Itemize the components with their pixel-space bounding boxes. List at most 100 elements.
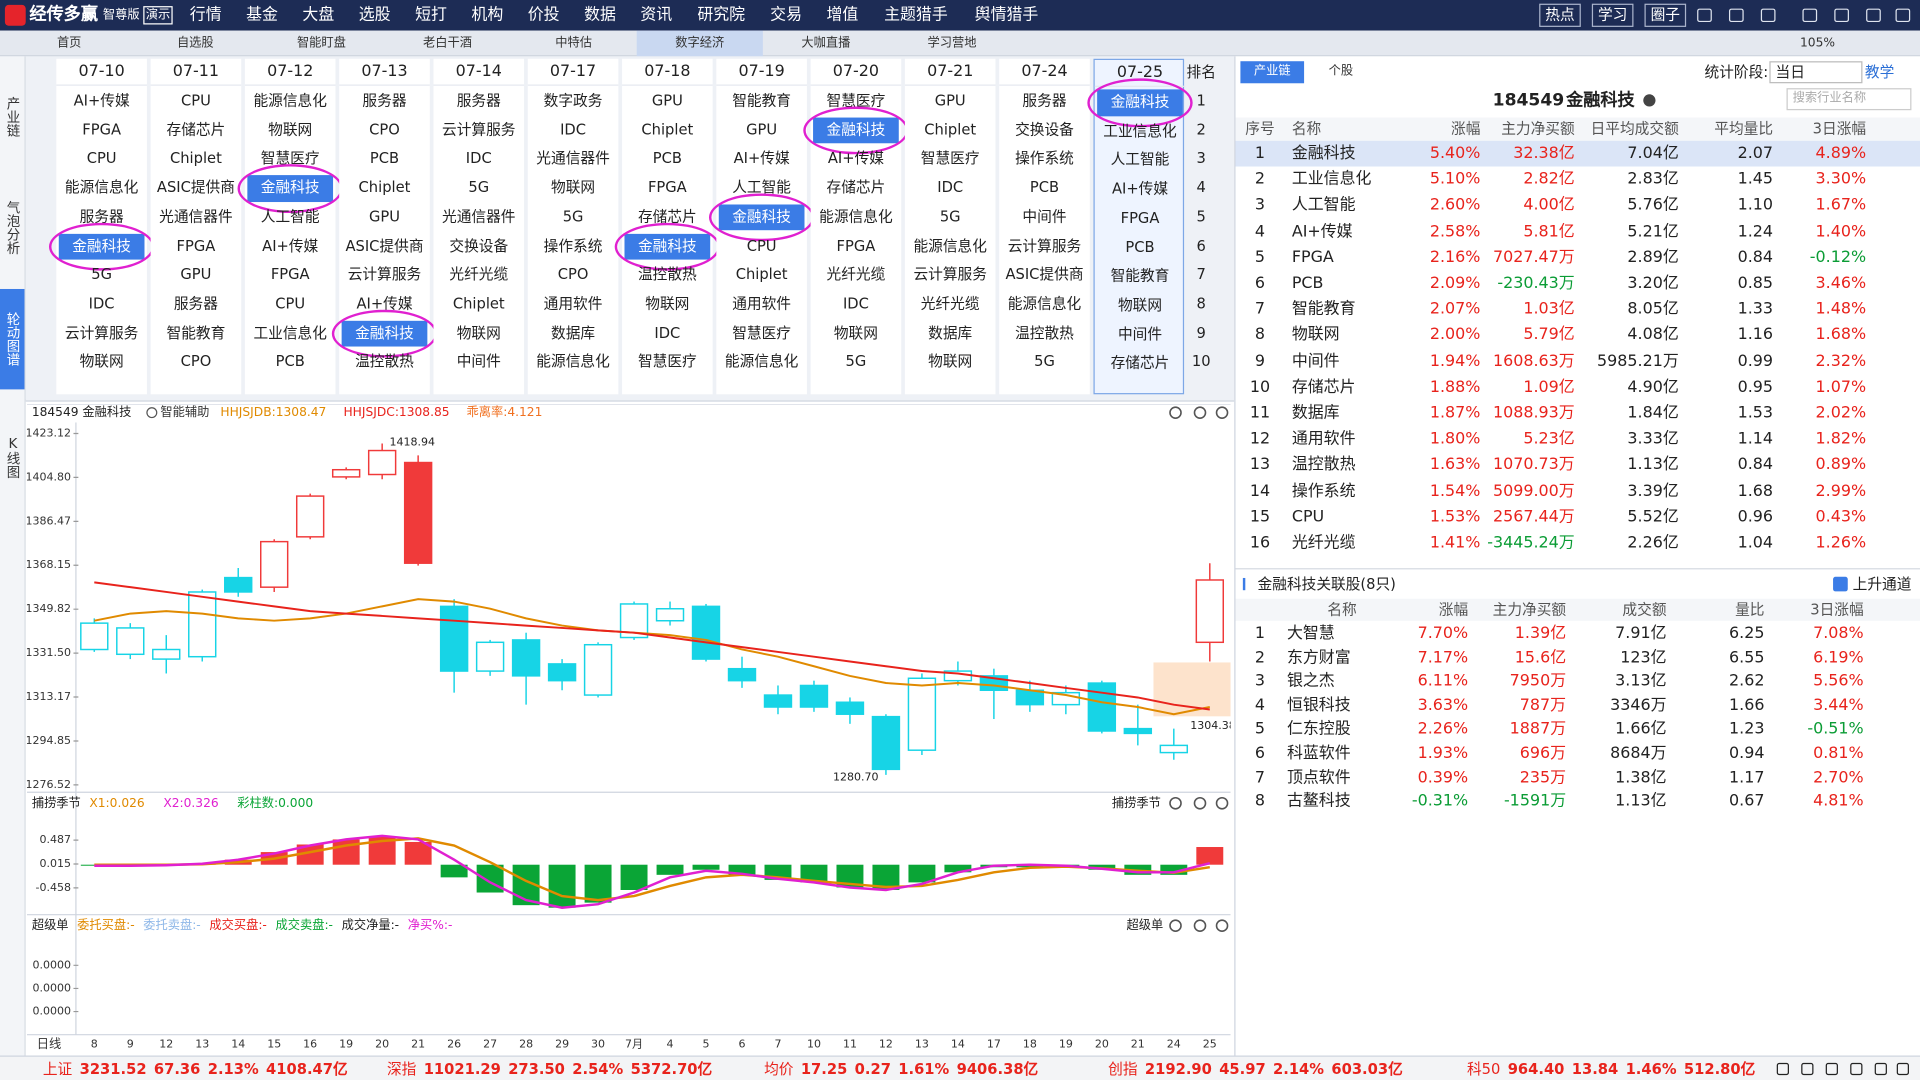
rotation-cell[interactable]: AI+传媒 [1111, 180, 1169, 198]
status-icon[interactable] [1776, 1062, 1789, 1076]
rotation-cell[interactable]: AI+传媒 [262, 236, 319, 255]
sidebar-item[interactable]: 产业链 [4, 96, 21, 137]
rotation-cell[interactable]: 5G [939, 207, 961, 226]
rotation-cell[interactable]: FPGA [176, 236, 216, 255]
rotation-cell[interactable]: Chiplet [452, 294, 505, 313]
table-row[interactable]: 3 银之杰 6.11% 7950万 3.13亿 2.62 5.56% [1236, 670, 1920, 694]
table-row[interactable]: 4 AI+传媒 2.58% 5.81亿 5.21亿 1.24 1.40% [1236, 219, 1920, 245]
rotation-cell[interactable]: 数据库 [551, 323, 596, 342]
rotation-cell[interactable]: CPO [369, 120, 400, 138]
rotation-cell[interactable]: 光纤光缆 [449, 265, 509, 284]
rotation-cell[interactable]: 服务器 [79, 207, 124, 226]
rotation-cell[interactable]: 物联网 [1117, 296, 1163, 314]
rotation-cell[interactable]: Chiplet [169, 149, 222, 168]
rotation-cell[interactable]: 人工智能 [1110, 151, 1170, 169]
menu-item[interactable]: 增值 [826, 6, 859, 25]
window-icon[interactable] [1834, 8, 1849, 23]
rotation-cell[interactable]: Chiplet [358, 178, 411, 197]
rotation-cell[interactable]: IDC [842, 294, 869, 313]
rotation-cell[interactable]: FPGA [270, 265, 310, 284]
rotation-cell[interactable]: GPU [651, 91, 683, 109]
panel-tab[interactable]: 产业链 [1240, 61, 1305, 84]
status-icon[interactable] [1896, 1062, 1909, 1076]
rotation-cell[interactable]: 存储芯片 [826, 178, 886, 197]
rotation-cell[interactable]: 光纤光缆 [826, 265, 886, 284]
table-row[interactable]: 10 存储芯片 1.88% 1.09亿 4.90亿 0.95 1.07% [1236, 374, 1920, 400]
table-row[interactable]: 3 人工智能 2.60% 4.00亿 5.76亿 1.10 1.67% [1236, 193, 1920, 219]
rotation-cell[interactable]: 存储芯片 [1110, 354, 1170, 372]
rotation-cell[interactable]: 存储芯片 [637, 207, 697, 226]
help-link[interactable]: 教学 [1864, 63, 1895, 81]
rotation-cell[interactable]: AI+传媒 [356, 294, 413, 313]
rotation-cell[interactable]: CPU [86, 149, 117, 168]
rotation-cell[interactable]: 智慧医疗 [260, 149, 320, 168]
rotation-cell[interactable]: 智慧医疗 [826, 91, 886, 109]
rotation-cell[interactable]: 5G [1034, 353, 1055, 371]
rotation-cell[interactable]: IDC [937, 178, 964, 197]
rotation-cell[interactable]: IDC [88, 294, 115, 313]
menu-item[interactable]: 大盘 [302, 6, 335, 25]
top-button[interactable]: 学习 [1591, 3, 1634, 27]
sidebar-item[interactable]: 气泡分析 [4, 200, 21, 255]
rotation-cell[interactable]: CPO [180, 353, 212, 371]
table-row[interactable]: 5 FPGA 2.16% 7027.47万 2.89亿 0.84 -0.12% [1236, 245, 1920, 271]
window-icon[interactable] [1697, 8, 1712, 23]
window-icon[interactable] [1802, 8, 1818, 23]
menu-item[interactable]: 主题猎手 [884, 6, 948, 25]
rotation-cell[interactable]: 数据库 [928, 323, 973, 342]
sidebar-item[interactable]: 轮动图谱 [0, 288, 25, 390]
checkbox[interactable] [1833, 576, 1848, 592]
rotation-cell[interactable]: 光通信器件 [442, 207, 516, 226]
menu-item[interactable]: 基金 [246, 6, 278, 25]
window-icon[interactable] [1728, 8, 1744, 23]
rotation-cell[interactable]: 光纤光缆 [920, 294, 980, 313]
table-row[interactable]: 2 工业信息化 5.10% 2.82亿 2.83亿 1.45 3.30% [1236, 167, 1920, 193]
window-icon[interactable] [1760, 8, 1776, 23]
rotation-cell[interactable]: 能源信息化 [253, 91, 327, 109]
table-row[interactable]: 13 温控散热 1.63% 1070.73万 1.13亿 0.84 0.89% [1236, 452, 1920, 478]
rotation-cell[interactable]: 5G [845, 353, 867, 371]
menu-item[interactable]: 交易 [770, 6, 803, 25]
rotation-cell[interactable]: 能源信息化 [724, 353, 799, 371]
rotation-cell[interactable]: FPGA [82, 120, 122, 138]
rotation-cell[interactable]: 5G [562, 207, 584, 226]
rotation-cell[interactable]: 中间件 [1022, 207, 1067, 226]
rotation-cell[interactable]: Chiplet [735, 265, 788, 284]
rotation-cell[interactable]: GPU [934, 91, 966, 109]
top-button[interactable]: 圈子 [1644, 3, 1687, 27]
rotation-cell[interactable]: CPU [275, 294, 306, 313]
panel-tab[interactable]: 个股 [1328, 64, 1354, 79]
rotation-cell[interactable]: 交换设备 [449, 236, 509, 255]
table-row[interactable]: 9 中间件 1.94% 1608.63万 5985.21万 0.99 2.32% [1236, 348, 1920, 374]
rotation-cell[interactable]: AI+传媒 [73, 91, 130, 109]
rotation-cell[interactable]: 温控散热 [1015, 323, 1074, 342]
rotation-cell[interactable]: 服务器 [1022, 91, 1067, 109]
rotation-cell[interactable]: 交换设备 [1015, 120, 1074, 138]
rotation-cell[interactable]: 服务器 [362, 91, 407, 109]
menu-item[interactable]: 资讯 [640, 6, 673, 25]
rotation-cell[interactable]: 服务器 [456, 91, 501, 109]
rotation-cell[interactable]: 操作系统 [543, 236, 603, 255]
table-row[interactable]: 1 大智慧 7.70% 1.39亿 7.91亿 6.25 7.08% [1236, 622, 1920, 646]
table-row[interactable]: 12 通用软件 1.80% 5.23亿 3.33亿 1.14 1.82% [1236, 426, 1920, 452]
rotation-cell[interactable]: 物联网 [268, 120, 313, 138]
rotation-cell[interactable]: AI+传媒 [827, 149, 884, 168]
status-icon[interactable] [1874, 1062, 1887, 1076]
rotation-cell[interactable]: 5G [91, 265, 113, 284]
rotation-cell[interactable]: PCB [275, 353, 305, 371]
menu-item[interactable]: 行情 [189, 6, 222, 25]
rotation-cell[interactable]: 智慧医疗 [732, 323, 792, 342]
rotation-cell[interactable]: IDC [560, 120, 587, 138]
rotation-cell[interactable]: 能源信息化 [913, 236, 987, 255]
status-icon[interactable] [1801, 1062, 1814, 1076]
rotation-cell[interactable]: PCB [1029, 178, 1060, 197]
tab[interactable]: 学习营地 [927, 36, 977, 51]
rotation-cell[interactable]: PCB [1125, 238, 1155, 256]
table-row[interactable]: 14 操作系统 1.54% 5099.00万 3.39亿 1.68 2.99% [1236, 478, 1920, 504]
table-row[interactable]: 6 PCB 2.09% -230.43万 3.20亿 0.85 3.46% [1236, 271, 1920, 297]
rotation-cell[interactable]: 能源信息化 [64, 178, 139, 197]
rotation-cell[interactable]: 云计算服务 [442, 120, 516, 138]
rotation-cell[interactable]: 存储芯片 [166, 120, 226, 138]
rotation-cell[interactable]: 工业信息化 [253, 323, 327, 342]
menu-item[interactable]: 舆情猎手 [974, 6, 1039, 25]
